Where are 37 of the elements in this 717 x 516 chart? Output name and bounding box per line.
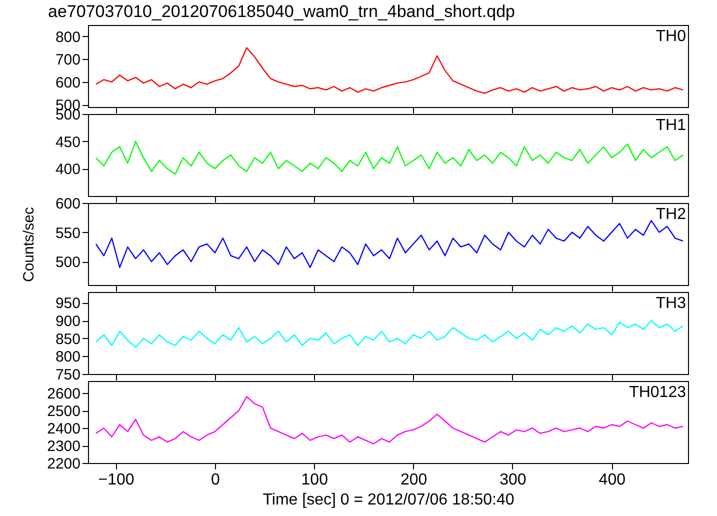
line-series bbox=[95, 140, 684, 175]
series-label: TH0123 bbox=[629, 384, 686, 401]
series-label: TH3 bbox=[656, 295, 686, 312]
line-series bbox=[95, 47, 684, 94]
y-tick-label: 950 bbox=[55, 295, 80, 312]
y-tick-label: 600 bbox=[55, 196, 80, 212]
series-label: TH1 bbox=[656, 117, 686, 134]
text: TH0 bbox=[656, 28, 686, 45]
line-series bbox=[95, 396, 684, 444]
y-tick-label: 900 bbox=[55, 313, 80, 330]
y-tick-label: 750 bbox=[55, 366, 80, 384]
series-label: TH2 bbox=[656, 206, 686, 223]
y-tick-label: 2500 bbox=[47, 403, 80, 420]
y-tick-label: 450 bbox=[55, 134, 80, 151]
x-tick-label: −100 bbox=[98, 472, 134, 488]
y-tick-label: 600 bbox=[55, 74, 80, 92]
y-tick-label: 850 bbox=[55, 330, 80, 348]
line-series bbox=[95, 320, 684, 348]
y-tick-label: 800 bbox=[55, 348, 80, 366]
line-series bbox=[95, 220, 684, 268]
x-tick-label: 400 bbox=[598, 472, 626, 488]
y-tick-label: 700 bbox=[55, 52, 80, 69]
chart-title: ae707037010_20120706185040_wam0_trn_4band_short.qdp bbox=[48, 2, 515, 21]
x-axis-title: Time [sec] 0 = 2012/07/06 18:50:40 bbox=[262, 492, 514, 508]
x-tick-label: 100 bbox=[301, 472, 328, 488]
y-tick-label: 2200 bbox=[47, 456, 80, 472]
x-tick-label: 0 bbox=[210, 472, 220, 488]
y-tick-label: 2300 bbox=[47, 438, 80, 456]
y-tick-label: 500 bbox=[55, 254, 80, 272]
x-tick-label: 300 bbox=[500, 472, 526, 488]
y-tick-label: 550 bbox=[55, 224, 80, 242]
y-tick-label: 2400 bbox=[47, 420, 80, 438]
y-tick-label: 800 bbox=[55, 28, 80, 46]
x-tick-label: 200 bbox=[400, 472, 428, 488]
y-tick-label: 400 bbox=[55, 161, 80, 178]
y-axis-title: Counts/sec bbox=[20, 206, 38, 282]
y-tick-label: 2600 bbox=[47, 386, 80, 403]
